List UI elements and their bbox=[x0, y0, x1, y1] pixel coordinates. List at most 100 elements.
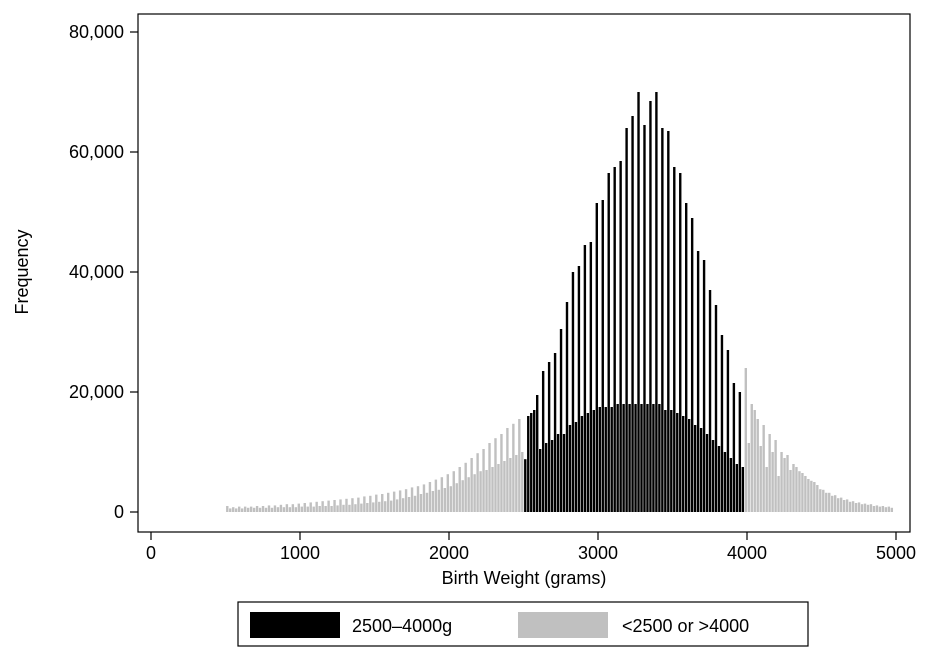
outside-range-bar bbox=[804, 476, 807, 512]
outside-range-bar bbox=[848, 501, 852, 512]
outside-range-bar bbox=[482, 449, 485, 512]
outside-range-bar bbox=[395, 499, 399, 512]
outside-range-bar bbox=[339, 499, 342, 512]
outside-range-bar bbox=[363, 496, 366, 512]
in-range-bar bbox=[524, 459, 527, 512]
in-range-bar bbox=[530, 413, 533, 512]
in-range-bar bbox=[580, 416, 584, 512]
outside-range-bar bbox=[226, 506, 229, 512]
outside-range-bar bbox=[816, 485, 819, 512]
outside-range-bar bbox=[279, 504, 283, 512]
in-range-bar bbox=[595, 203, 598, 512]
in-range-bar bbox=[592, 410, 596, 512]
in-range-bar bbox=[601, 200, 604, 512]
in-range-bar bbox=[655, 92, 658, 512]
outside-range-bar bbox=[771, 452, 774, 512]
outside-range-bar bbox=[497, 464, 500, 512]
in-range-bar bbox=[533, 410, 536, 512]
outside-range-bar bbox=[750, 404, 753, 512]
outside-range-bar bbox=[351, 498, 354, 512]
outside-range-bar bbox=[235, 508, 238, 512]
outside-range-bar bbox=[887, 506, 891, 512]
outside-range-bar bbox=[506, 428, 509, 512]
bars-in-range bbox=[524, 92, 745, 512]
outside-range-bar bbox=[872, 506, 876, 512]
in-range-bar bbox=[729, 458, 733, 512]
outside-range-bar bbox=[255, 506, 259, 512]
outside-range-bar bbox=[786, 455, 789, 512]
outside-range-bar bbox=[851, 501, 855, 512]
outside-range-bar bbox=[389, 500, 393, 512]
outside-range-bar bbox=[258, 507, 262, 512]
outside-range-bar bbox=[375, 494, 378, 512]
in-range-bar bbox=[717, 446, 721, 512]
outside-range-bar bbox=[321, 501, 324, 512]
outside-range-bar bbox=[890, 507, 894, 512]
outside-range-bar bbox=[273, 505, 277, 512]
in-range-bar bbox=[676, 413, 679, 512]
outside-range-bar bbox=[842, 500, 846, 512]
in-range-bar bbox=[616, 404, 619, 512]
in-range-bar bbox=[652, 404, 655, 512]
outside-range-bar bbox=[404, 489, 408, 512]
in-range-bar bbox=[738, 392, 742, 512]
y-axis-label: Frequency bbox=[12, 229, 32, 314]
y-tick-label: 40,000 bbox=[69, 262, 124, 282]
outside-range-bar bbox=[229, 508, 232, 512]
y-tick-label: 60,000 bbox=[69, 142, 124, 162]
outside-range-bar bbox=[494, 438, 497, 512]
outside-range-bar bbox=[243, 506, 247, 512]
outside-range-bar bbox=[518, 419, 521, 512]
in-range-bar bbox=[544, 443, 548, 512]
in-range-bar bbox=[637, 92, 640, 512]
x-tick-label: 4000 bbox=[727, 543, 767, 563]
outside-range-bar bbox=[240, 508, 244, 512]
outside-range-bar bbox=[416, 486, 420, 512]
outside-range-bar bbox=[413, 495, 417, 512]
in-range-bar bbox=[565, 302, 569, 512]
outside-range-bar bbox=[425, 492, 429, 512]
in-range-bar bbox=[559, 329, 563, 512]
outside-range-bar bbox=[312, 506, 315, 512]
in-range-bar bbox=[696, 251, 700, 512]
in-range-bar bbox=[705, 434, 709, 512]
outside-range-bar bbox=[372, 502, 375, 512]
outside-range-bar bbox=[246, 507, 250, 512]
outside-range-bar bbox=[798, 471, 801, 512]
outside-range-bar bbox=[503, 461, 506, 512]
in-range-bar bbox=[628, 404, 631, 512]
outside-range-bar bbox=[249, 506, 253, 512]
outside-range-bar bbox=[384, 501, 387, 512]
outside-range-bar bbox=[860, 504, 864, 512]
in-range-bar bbox=[568, 425, 572, 512]
outside-range-bar bbox=[357, 497, 360, 512]
outside-range-bar bbox=[387, 492, 390, 512]
outside-range-bar bbox=[434, 479, 438, 512]
outside-range-bar bbox=[455, 483, 458, 512]
in-range-bar bbox=[622, 404, 625, 512]
outside-range-bar bbox=[306, 506, 309, 512]
outside-range-bar bbox=[768, 434, 771, 512]
in-range-bar bbox=[562, 434, 566, 512]
in-range-bar bbox=[667, 131, 670, 512]
outside-range-bar bbox=[443, 488, 447, 512]
x-tick-label: 1000 bbox=[280, 543, 320, 563]
outside-range-bar bbox=[488, 443, 491, 512]
in-range-bar bbox=[679, 173, 682, 512]
outside-range-bar bbox=[813, 482, 816, 512]
in-range-bar bbox=[604, 407, 607, 512]
outside-range-bar bbox=[300, 506, 303, 512]
in-range-bar bbox=[589, 242, 593, 512]
in-range-bar bbox=[538, 449, 542, 512]
in-range-bar bbox=[720, 335, 724, 512]
outside-range-bar bbox=[834, 495, 837, 512]
outside-range-bar bbox=[467, 477, 470, 512]
outside-range-bar bbox=[440, 477, 444, 512]
in-range-bar bbox=[625, 128, 628, 512]
outside-range-bar bbox=[452, 471, 455, 512]
in-range-bar bbox=[643, 125, 646, 512]
outside-range-bar bbox=[348, 504, 351, 512]
in-range-bar bbox=[682, 416, 685, 512]
outside-range-bar bbox=[792, 464, 795, 512]
